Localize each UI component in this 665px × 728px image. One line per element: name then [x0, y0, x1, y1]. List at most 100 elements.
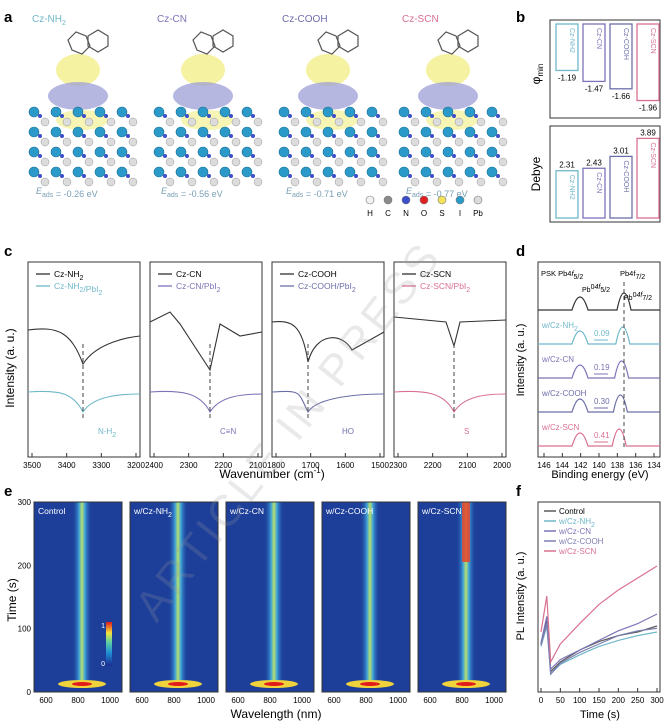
- iodine-atom: [366, 126, 378, 138]
- lead-atom: [476, 137, 486, 147]
- nitrogen-atom: [60, 154, 64, 158]
- pl-map-xtick-label: 600: [423, 696, 437, 705]
- ftir-tick-label: 2200: [214, 461, 232, 470]
- nitrogen-atom: [452, 154, 456, 158]
- iodine-atom: [153, 146, 165, 158]
- iodine-atom: [344, 126, 356, 138]
- pl-map-xtick-label: 1000: [485, 696, 503, 705]
- lead-atom: [253, 137, 263, 147]
- iodine-atom: [153, 166, 165, 178]
- iodine-atom: [278, 126, 290, 138]
- iodine-atom: [398, 126, 410, 138]
- xps-peak-label-part: 4f: [636, 292, 643, 299]
- ftir-legend-entry-part: Cz-COOH: [298, 269, 337, 279]
- atom-legend-dot: [455, 195, 465, 205]
- iodine-atom: [278, 146, 290, 158]
- pl-map-hotspot: [360, 682, 380, 686]
- ftir-frame: [393, 261, 507, 458]
- lead-atom: [62, 117, 72, 127]
- iodine-atom: [175, 106, 187, 118]
- ftir-spectrum-complex: [27, 390, 141, 414]
- pl-time-tick-label: 300: [650, 696, 664, 705]
- atom-legend-dot: [419, 195, 429, 205]
- charge-density-yellow: [426, 54, 470, 86]
- iodine-atom: [116, 106, 128, 118]
- lead-atom: [454, 137, 464, 147]
- nitrogen-atom: [430, 114, 434, 118]
- xps-peak-label-part: 5/2: [600, 287, 610, 294]
- nitrogen-atom: [452, 114, 456, 118]
- iodine-atom: [278, 106, 290, 118]
- pl-map-xtick-label: 800: [167, 696, 181, 705]
- lead-atom: [498, 157, 508, 167]
- ftir-legend-entry: Cz-COOH/PbI2: [298, 281, 356, 294]
- phi-category-label: Cz-CN: [595, 28, 602, 49]
- charge-density-purple: [298, 82, 358, 110]
- lead-atom: [432, 177, 442, 187]
- iodine-atom: [241, 166, 253, 178]
- pl-map-intense-band: [462, 502, 470, 562]
- nitrogen-atom: [229, 174, 233, 178]
- iodine-atom: [398, 166, 410, 178]
- nitrogen-atom: [496, 154, 500, 158]
- lead-atom: [498, 117, 508, 127]
- iodine-atom: [344, 106, 356, 118]
- iodine-atom: [116, 146, 128, 158]
- nitrogen-atom: [163, 174, 167, 178]
- pl-map-ytick-label: 0: [27, 688, 32, 697]
- molecule-title-part: Cz-COOH: [282, 14, 328, 25]
- nitrogen-atom: [310, 154, 314, 158]
- nitrogen-atom: [354, 154, 358, 158]
- pl-map-xtick-label: 1000: [389, 696, 407, 705]
- nitrogen-atom: [60, 114, 64, 118]
- ftir-legend-entry-part: 2: [352, 287, 356, 294]
- pl-map-frame: [321, 501, 411, 693]
- nitrogen-atom: [332, 134, 336, 138]
- lead-atom: [165, 157, 175, 167]
- panel-c-ylabel: Intensity (a. u.): [3, 328, 17, 407]
- ftir-spectrum-complex: [271, 390, 385, 414]
- iodine-atom: [366, 106, 378, 118]
- ftir-tick-label: 1600: [336, 461, 354, 470]
- ftir-legend-entry-part: 2: [99, 290, 103, 297]
- pl-time-tick-label: 50: [556, 696, 565, 705]
- iodine-atom: [219, 126, 231, 138]
- nitrogen-atom: [82, 114, 86, 118]
- nitrogen-atom: [60, 174, 64, 178]
- iodine-atom: [464, 126, 476, 138]
- nitrogen-atom: [310, 114, 314, 118]
- iodine-atom: [72, 106, 84, 118]
- iodine-atom: [300, 126, 312, 138]
- nitrogen-atom: [126, 154, 130, 158]
- xps-trace-label-part: w/Cz-SCN: [541, 423, 580, 432]
- carbazole-ring: [317, 31, 341, 55]
- nitrogen-atom: [38, 114, 42, 118]
- xps-peak-label-part: PSK Pb4: [541, 269, 571, 278]
- pl-map-xtick-label: 800: [71, 696, 85, 705]
- xps-tick-label: 144: [556, 461, 570, 470]
- pl-time-series: [540, 625, 658, 676]
- lead-atom: [432, 137, 442, 147]
- pl-time-tick-label: 150: [592, 696, 606, 705]
- iodine-atom: [464, 146, 476, 158]
- pl-time-legend-entry-part: w/Cz-CN: [558, 527, 591, 536]
- nitrogen-atom: [332, 114, 336, 118]
- pl-map-xtick-label: 600: [39, 696, 53, 705]
- iodine-atom: [50, 126, 62, 138]
- pl-map-title: w/Cz-CN: [229, 506, 264, 516]
- iodine-atom: [464, 166, 476, 178]
- atom-legend-dot: [401, 195, 411, 205]
- nitrogen-atom: [251, 174, 255, 178]
- nitrogen-atom: [126, 134, 130, 138]
- lead-atom: [356, 117, 366, 127]
- pl-map-xtick-label: 800: [263, 696, 277, 705]
- pl-time-legend-entry: w/Cz-NH2: [558, 517, 595, 529]
- pl-time-legend-entry: w/Cz-SCN: [558, 547, 597, 556]
- xps-shift-value: 0.19: [594, 363, 610, 372]
- nitrogen-atom: [229, 154, 233, 158]
- lead-atom: [128, 177, 138, 187]
- xps-trace-label-part: w/Cz-NH: [541, 321, 574, 330]
- lead-atom: [106, 157, 116, 167]
